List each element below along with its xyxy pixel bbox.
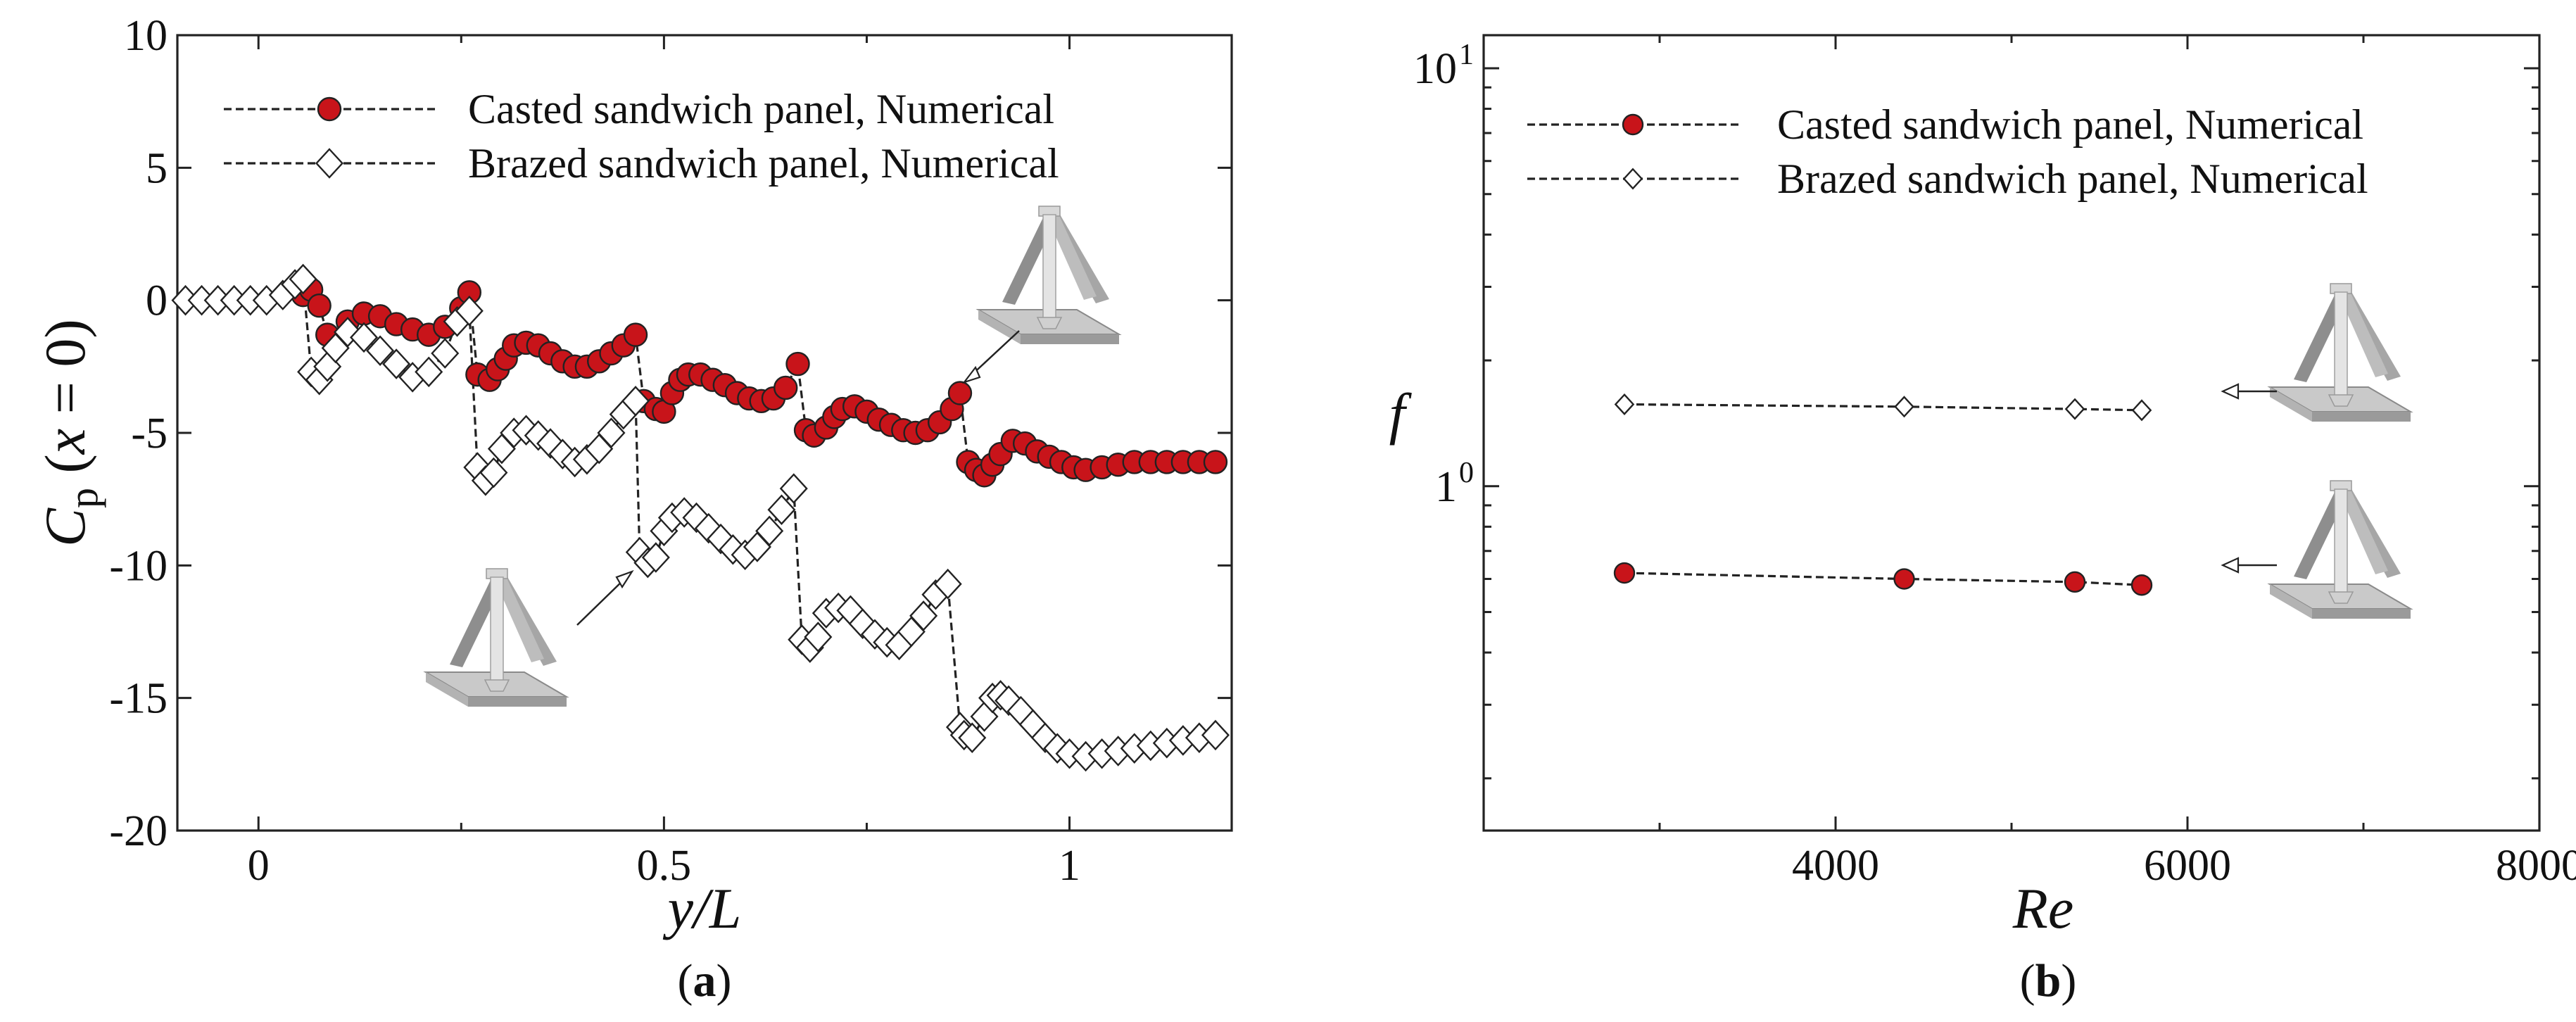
data-point-a-1 (366, 335, 395, 367)
data-point-a-1 (995, 685, 1023, 717)
ylabel-b: f (1389, 381, 1413, 446)
data-point-a-0 (774, 375, 798, 400)
xlabel-a: y/L (663, 876, 742, 940)
legend-marker-a (317, 96, 342, 122)
data-point-a-0 (1203, 450, 1228, 474)
xtick-label-a: 1 (1059, 842, 1080, 890)
legend-marker-b (1622, 168, 1643, 190)
ytick-label-a: -20 (109, 807, 168, 855)
data-point-b-1 (2064, 398, 2085, 420)
series-line-b-0 (1624, 572, 2142, 586)
legend-label-b: Brazed sandwich panel, Numerical (1777, 156, 2368, 202)
xlabel-b: Re (2012, 876, 2073, 940)
legend-marker-b (1622, 113, 1644, 136)
legend-label-a: Brazed sandwich panel, Numerical (468, 140, 1059, 187)
plot-frame-b (1482, 34, 2541, 832)
legend-label-a: Casted sandwich panel, Numerical (468, 86, 1054, 132)
series-line-b-1 (1624, 403, 2142, 412)
data-point-b-0 (1613, 562, 1636, 584)
ytick-label-b: 10 (1413, 45, 1457, 93)
ytick-label-a: -15 (109, 675, 168, 723)
data-point-b-1 (1894, 396, 1914, 418)
data-point-a-1 (767, 494, 796, 526)
panel-label-a: (a) (678, 955, 732, 1007)
panel-label-b: (b) (2020, 955, 2077, 1007)
data-point-a-1 (382, 348, 411, 379)
data-point-a-1 (755, 515, 784, 547)
ylabel-a: Cp (x = 0) (33, 319, 106, 546)
data-point-a-0 (623, 322, 648, 347)
legend-label-b: Casted sandwich panel, Numerical (1777, 101, 2363, 148)
data-point-a-1 (455, 295, 484, 327)
data-point-b-1 (1614, 393, 1635, 415)
legend-marker-a (315, 148, 344, 179)
data-point-b-0 (2064, 571, 2086, 593)
data-point-a-0 (785, 351, 810, 377)
data-point-a-1 (1055, 738, 1084, 769)
data-point-a-1 (958, 722, 987, 753)
chart-panel-a: 0 0.5 1 10 5 0 -5 -10 -15 -20 Casted sandwich pan… (33, 12, 1233, 1007)
xtick-label-b: 6000 (2144, 842, 2231, 890)
ytick-label-a: 10 (124, 12, 168, 60)
arrowhead-a-upper (962, 365, 981, 384)
data-point-b-1 (2131, 399, 2152, 422)
data-point-a-1 (804, 622, 833, 652)
xtick-label-a: 0.5 (637, 842, 692, 890)
data-point-a-1 (431, 338, 460, 369)
arrowhead-b-lower (2221, 557, 2240, 574)
ytick-label-a: -5 (131, 410, 168, 458)
data-point-a-1 (415, 356, 443, 388)
data-point-a-1 (479, 457, 508, 488)
data-point-a-1 (707, 523, 735, 555)
data-point-a-1 (621, 386, 650, 417)
annotation-arrow-a-upper (969, 330, 1020, 377)
data-point-a-1 (848, 608, 877, 639)
data-point-a-1 (909, 600, 938, 631)
legend-a: Casted sandwich panel, Numerical Brazed s… (224, 86, 1059, 187)
data-point-a-0 (307, 294, 332, 318)
ytick-label-a: 0 (146, 277, 168, 325)
data-point-a-0 (947, 381, 973, 405)
data-point-a-1 (933, 568, 962, 600)
data-point-a-1 (779, 473, 808, 504)
xtick-label-a: 0 (248, 842, 270, 890)
arrowhead-a-lower (615, 569, 634, 589)
data-point-b-0 (1893, 568, 1915, 590)
ytick-exponent-b: 1 (1459, 39, 1474, 71)
xtick-label-b: 4000 (1792, 842, 1879, 890)
data-point-a-1 (597, 417, 626, 448)
axis-ticks-b (1484, 35, 2541, 831)
ytick-label-b: 1 (1435, 463, 1457, 511)
data-point-a-1 (1201, 719, 1230, 751)
data-point-a-1 (350, 322, 379, 353)
legend-b: Casted sandwich panel, Numerical Brazed s… (1527, 101, 2368, 202)
xtick-label-b: 8000 (2496, 842, 2576, 890)
arrowhead-b-upper (2221, 383, 2240, 400)
axis-ticks-a (177, 34, 1232, 832)
ytick-exponent-b: 0 (1459, 457, 1474, 489)
annotation-arrow-a-lower (576, 576, 627, 626)
data-point-a-1 (289, 263, 317, 295)
data-point-a-1 (641, 542, 670, 573)
series-layer-a (171, 263, 1230, 772)
tick-labels-a: 0 0.5 1 10 5 0 -5 -10 -15 -20 (109, 12, 1080, 890)
data-point-b-0 (2130, 574, 2153, 596)
series-layer-b (1613, 393, 2153, 596)
ytick-label-a: 5 (146, 144, 168, 192)
ytick-label-a: -10 (109, 542, 168, 590)
axis-label-y-a: Cp (x = 0) (33, 319, 106, 546)
